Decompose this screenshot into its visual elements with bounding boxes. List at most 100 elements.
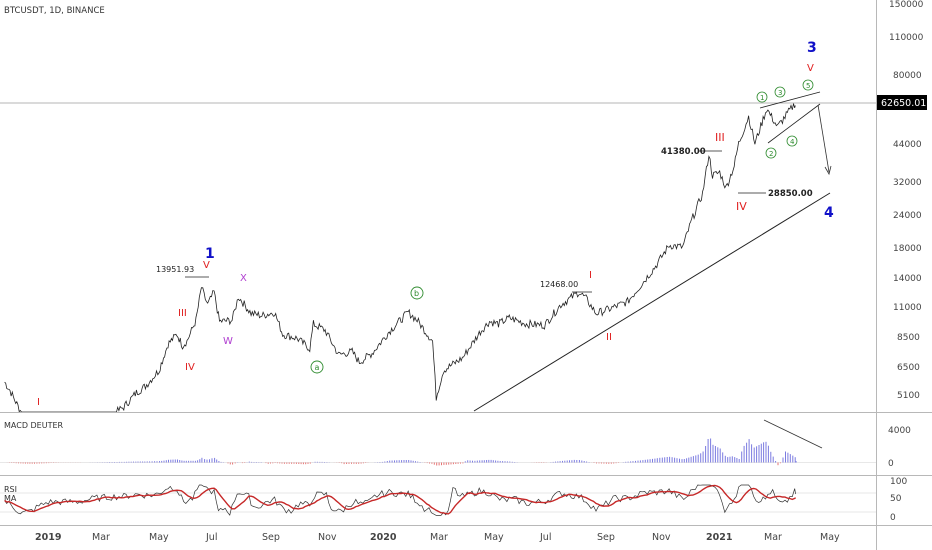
macd-bar: [300, 462, 302, 465]
macd-bar: [302, 462, 304, 465]
macd-bar: [479, 460, 481, 463]
macd-bar: [137, 461, 139, 463]
macd-bar: [724, 455, 726, 463]
macd-bar: [457, 462, 459, 464]
macd-bar: [403, 460, 405, 463]
macd-bar: [600, 462, 602, 464]
wave-label-c2: 2: [769, 150, 773, 158]
macd-bar: [748, 439, 750, 463]
macd-bar: [625, 461, 627, 463]
wave-label-i1: I: [37, 397, 40, 408]
macd-bar: [495, 460, 497, 463]
macd-bar: [564, 460, 566, 463]
macd-bar: [504, 461, 506, 463]
wave-label-1: 1: [205, 246, 215, 262]
macd-bar: [109, 462, 111, 463]
projection-arrowhead-icon: [824, 165, 832, 176]
macd-bar: [232, 462, 234, 465]
macd-bar: [31, 462, 33, 464]
time-tick: Mar: [764, 532, 782, 543]
macd-bar: [227, 462, 229, 464]
wave-label-c5: 5: [806, 82, 810, 90]
macd-bar: [307, 462, 309, 464]
macd-bar: [170, 459, 172, 463]
time-axis[interactable]: 2019 Mar May Jul Sep Nov 2020 Mar May Ju…: [35, 532, 840, 543]
wave-label-iii2: III: [715, 131, 725, 144]
macd-bar: [179, 460, 181, 463]
macd-bar: [445, 462, 447, 465]
macd-bar: [486, 460, 488, 463]
macd-bar: [758, 445, 760, 463]
macd-bar: [710, 438, 712, 463]
macd-label: MACD DEUTER: [4, 421, 64, 430]
rsi-tick: 50: [890, 494, 902, 504]
wave-label-w: W: [223, 336, 233, 347]
macd-bar: [741, 451, 743, 463]
macd-bar: [24, 462, 26, 464]
macd-bar: [251, 461, 253, 463]
macd-bar: [343, 462, 345, 465]
macd-bar: [220, 461, 222, 463]
macd-bar: [401, 460, 403, 463]
macd-bar: [295, 462, 297, 464]
macd-bar: [316, 461, 318, 463]
macd-bar: [391, 460, 393, 463]
macd-bar: [460, 462, 461, 464]
wave-label-c4: 4: [790, 138, 795, 146]
macd-bar: [163, 460, 165, 463]
price-axis[interactable]: 150000 110000 80000 44000 32000 24000 18…: [889, 0, 924, 401]
macd-bar: [165, 460, 167, 463]
macd-bar: [214, 457, 216, 463]
macd-bar: [483, 460, 485, 463]
macd-bar: [190, 460, 192, 463]
macd-bar: [738, 459, 740, 463]
macd-bar: [365, 462, 367, 463]
macd-bar: [272, 462, 274, 464]
macd-bar: [265, 462, 267, 464]
macd-bar: [154, 461, 156, 463]
macd-bar: [635, 460, 636, 463]
wedge-upper-line: [759, 91, 821, 109]
price-tick: 14000: [893, 274, 922, 284]
macd-bar: [490, 459, 492, 463]
macd-bar: [211, 458, 213, 463]
macd-bar: [794, 457, 796, 463]
macd-bar: [647, 459, 649, 463]
macd-bar: [121, 461, 123, 463]
time-tick: Jul: [205, 532, 217, 543]
macd-bar: [206, 459, 208, 463]
macd-bar: [394, 460, 395, 463]
macd-bar: [38, 462, 40, 464]
macd-bar: [642, 460, 644, 463]
time-tick: Sep: [262, 532, 280, 543]
macd-bar: [314, 461, 316, 463]
macd-bar: [197, 460, 199, 463]
macd-bar: [610, 462, 612, 464]
macd-bar: [586, 461, 588, 463]
macd-bar: [450, 462, 452, 465]
macd-bar: [464, 461, 466, 463]
wave-label-v1: V: [203, 260, 210, 271]
macd-bar: [697, 454, 699, 463]
macd-bar: [216, 459, 218, 463]
macd-bar: [472, 460, 473, 463]
macd-bar: [511, 461, 513, 463]
wave-label-iii1: III: [178, 308, 187, 319]
macd-bar: [780, 462, 781, 464]
current-price-badge: 62650.01: [877, 95, 927, 110]
macd-bar: [481, 460, 483, 463]
macd-bar: [22, 462, 24, 464]
macd-bar: [712, 444, 714, 463]
macd-bar: [502, 461, 504, 463]
macd-bar: [253, 462, 255, 463]
macd-bar: [671, 457, 673, 463]
macd-bar: [787, 452, 789, 463]
macd-bar: [746, 442, 748, 463]
price-tick: 80000: [893, 71, 922, 81]
macd-bar: [111, 462, 113, 463]
macd-bar: [552, 461, 554, 463]
macd-bar: [772, 456, 774, 463]
macd-bar: [45, 462, 47, 464]
macd-bar: [756, 446, 758, 463]
